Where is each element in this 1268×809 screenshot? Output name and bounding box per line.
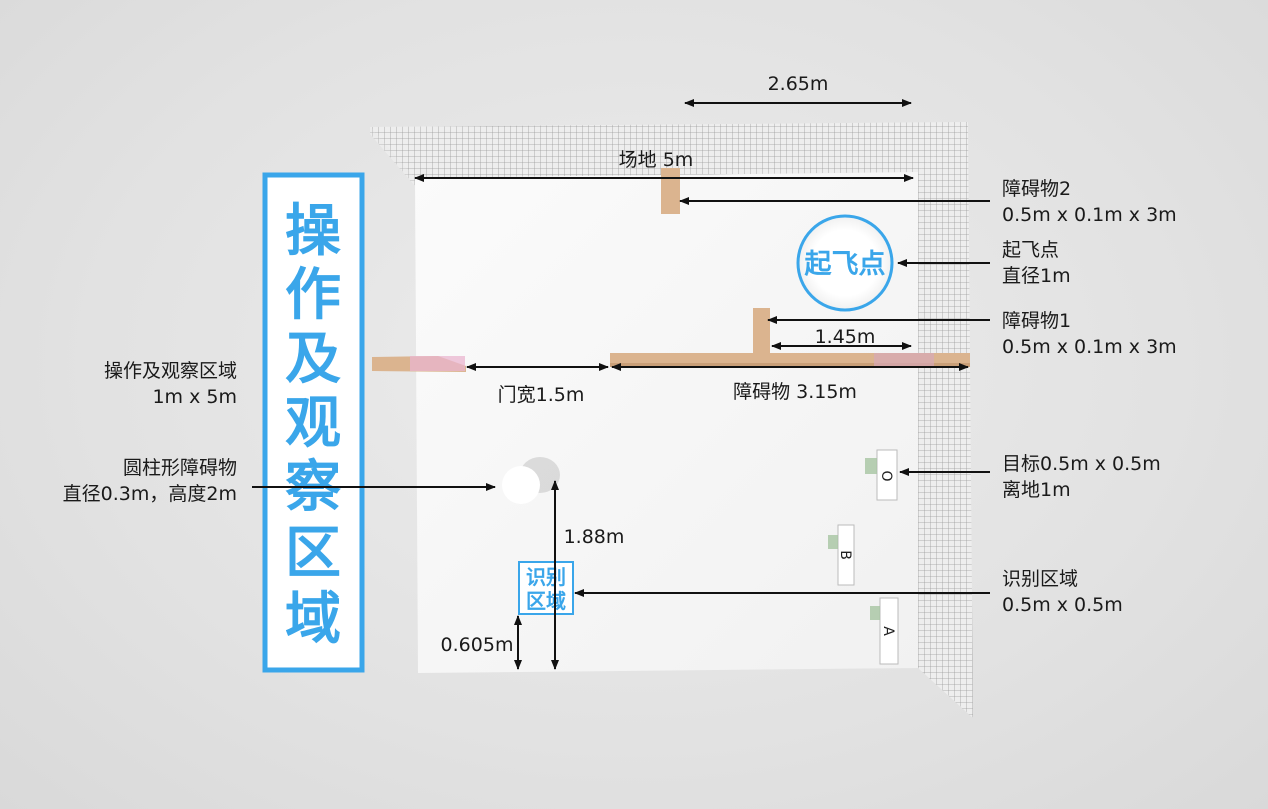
svg-text:观: 观: [285, 391, 341, 456]
svg-text:作: 作: [285, 263, 341, 328]
svg-text:域: 域: [285, 587, 341, 652]
svg-text:O: O: [878, 470, 894, 481]
recognition-zone-line2: 区域: [526, 589, 566, 613]
takeoff-pad: [796, 214, 894, 312]
top-width-label: 2.65m: [768, 73, 829, 95]
recognition-zone: [518, 561, 574, 615]
cylinder-obstacle: [502, 466, 540, 504]
recognition-zone-line1: 识别: [526, 565, 566, 589]
svg-text:B: B: [837, 550, 853, 560]
door-pink-edge: [410, 356, 465, 371]
operation-area-title: 操作及观察区域: [104, 360, 237, 382]
takeoff-pad-text: 起飞点: [805, 249, 886, 280]
obstacle-1: [753, 308, 770, 355]
operation-area-size: 1m x 5m: [152, 386, 237, 408]
obstacle-length-label: 障碍物 3.15m: [733, 381, 857, 403]
recognition-title: 识别区域: [1002, 568, 1078, 590]
cylinder-title: 圆柱形障碍物: [123, 457, 237, 479]
obstacle1-size: 0.5m x 0.1m x 3m: [1002, 336, 1177, 358]
target-o: O: [865, 449, 898, 501]
takeoff-size: 直径1m: [1002, 265, 1071, 287]
obstacle-bar-pink: [874, 353, 934, 367]
target-size: 离地1m: [1002, 479, 1071, 501]
operation-banner-text: 操 作 及 观 察 区 域: [285, 199, 341, 652]
svg-text:A: A: [880, 626, 896, 636]
right-net-wall: [918, 122, 973, 718]
svg-text:及: 及: [285, 327, 341, 392]
svg-text:区: 区: [285, 521, 341, 586]
cylinder-distance-label: 1.88m: [564, 526, 625, 548]
back-net-wall: [370, 122, 968, 178]
target-a: A: [870, 597, 899, 665]
field-floor: [415, 172, 918, 673]
obstacle1-offset-label: 1.45m: [815, 326, 876, 348]
obstacle-2: [661, 168, 680, 214]
target-b: B: [828, 524, 855, 586]
takeoff-title: 起飞点: [1002, 239, 1059, 261]
cylinder-size: 直径0.3m，高度2m: [63, 483, 237, 505]
obstacle2-size: 0.5m x 0.1m x 3m: [1002, 204, 1177, 226]
svg-text:操: 操: [285, 199, 341, 264]
door-width-label: 门宽1.5m: [498, 384, 585, 406]
field-length-label: 场地 5m: [619, 149, 694, 171]
obstacle1-title: 障碍物1: [1002, 310, 1071, 332]
target-title: 目标0.5m x 0.5m: [1002, 453, 1161, 475]
operation-area-banner: [262, 172, 365, 673]
recognition-size: 0.5m x 0.5m: [1002, 594, 1123, 616]
obstacle2-title: 障碍物2: [1002, 178, 1071, 200]
zone-offset-label: 0.605m: [441, 634, 514, 656]
left-net-edge: [370, 127, 415, 186]
